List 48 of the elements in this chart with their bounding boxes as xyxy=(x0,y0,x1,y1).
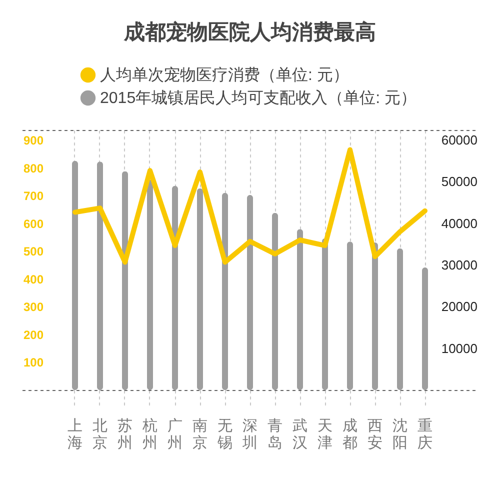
x-tick-label: 沈阳 xyxy=(392,418,408,452)
x-tick-label: 南京 xyxy=(192,418,208,452)
bar xyxy=(197,188,203,390)
bar xyxy=(222,192,228,390)
bar xyxy=(422,268,428,390)
bar xyxy=(297,229,303,390)
x-tick-label: 天津 xyxy=(318,418,332,452)
x-tick-label: 北京 xyxy=(92,418,108,452)
x-tick-label: 青岛 xyxy=(268,418,282,452)
y-tick-label: 500 xyxy=(24,244,44,259)
bar xyxy=(172,186,178,390)
y-tick-label: 700 xyxy=(24,189,44,204)
x-tick-label: 苏州 xyxy=(118,418,132,452)
x-tick-label: 深圳 xyxy=(242,418,258,452)
y2-tick-label: 50000 xyxy=(441,174,478,190)
bar xyxy=(397,248,403,390)
y2-tick-label: 30000 xyxy=(441,258,478,272)
y-tick-label: 300 xyxy=(24,300,44,314)
x-tick-label: 西安 xyxy=(368,418,382,452)
y-tick-label: 100 xyxy=(24,356,44,370)
y-tick-label: 200 xyxy=(24,328,44,342)
bar xyxy=(322,238,328,390)
legend-label: 人均单次宠物医疗消费（单位: 元） xyxy=(100,66,349,84)
bar xyxy=(97,162,103,390)
bar xyxy=(272,212,278,390)
x-tick-label: 无锡 xyxy=(216,418,232,452)
y-tick-label: 900 xyxy=(24,134,44,148)
x-tick-label: 上海 xyxy=(68,418,82,452)
y-tick-label: 400 xyxy=(24,272,44,286)
bar xyxy=(147,180,153,390)
bar xyxy=(247,195,253,390)
chart-title: 成都宠物医院人均消费最高 xyxy=(123,20,376,44)
y2-tick-label: 40000 xyxy=(441,216,478,231)
y2-tick-label: 20000 xyxy=(441,299,478,314)
x-tick-label: 成都 xyxy=(342,418,358,452)
y2-tick-label: 10000 xyxy=(441,340,478,356)
x-tick-label: 武汉 xyxy=(292,418,308,452)
x-tick-label: 重庆 xyxy=(418,418,432,452)
y2-tick-label: 60000 xyxy=(441,132,478,148)
x-tick-label: 广州 xyxy=(168,418,182,452)
x-tick-label: 杭州 xyxy=(142,418,158,452)
bar xyxy=(122,171,128,390)
y-tick-label: 800 xyxy=(24,161,44,176)
bar xyxy=(347,242,353,390)
bar xyxy=(72,160,78,390)
y-tick-label: 600 xyxy=(24,216,44,231)
bar xyxy=(372,242,378,390)
legend-label: 2015年城镇居民人均可支配收入（单位: 元） xyxy=(100,89,416,107)
